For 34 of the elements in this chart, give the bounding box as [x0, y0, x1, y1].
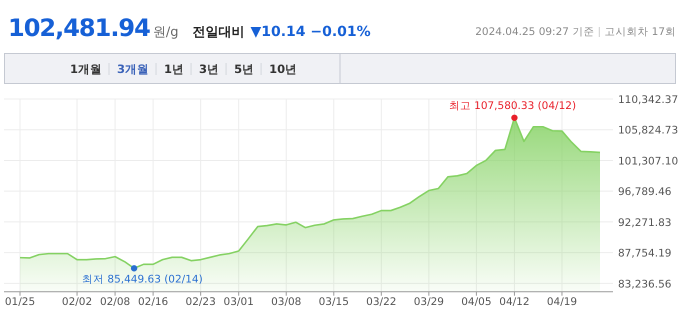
text: 고시회차 17회 — [604, 26, 676, 38]
x-tick-label: 01/25 — [4, 296, 36, 308]
x-tick-label: 02/23 — [186, 296, 216, 308]
x-tick-label: 04/19 — [546, 296, 578, 308]
y-tick-label: 87,754.19 — [618, 248, 672, 260]
y-tick-label: 83,236.56 — [618, 278, 672, 290]
y-tick-label: 101,307.10 — [618, 155, 678, 168]
text: 2024.04.25 09:27 기준 — [475, 26, 594, 38]
x-tick-label: 03/22 — [366, 296, 396, 308]
text: 1년 — [164, 62, 184, 76]
x-tick-label: 03/08 — [271, 296, 302, 308]
text: 3년 — [199, 62, 220, 76]
x-tick-label: 03/15 — [318, 296, 349, 308]
x-tick-label: 03/29 — [414, 296, 444, 308]
x-tick-label: 04/05 — [461, 296, 492, 308]
text: 3개월 — [117, 62, 150, 76]
text: 10년 — [269, 62, 298, 76]
text: 전일대비 — [192, 25, 244, 40]
text: ▼10.14 −0.01% — [250, 24, 371, 40]
x-tick-label: 02/02 — [62, 296, 92, 308]
chart-subtitle: 원/g — [152, 25, 178, 40]
x-tick-label: 04/12 — [499, 296, 530, 308]
y-tick-label: 96,789.46 — [618, 186, 672, 198]
x-tick-label: 02/08 — [100, 296, 130, 308]
y-tick-label: 92,271.83 — [618, 216, 672, 229]
text: 5년 — [234, 62, 254, 76]
y-tick-label: 110,342.37 — [618, 94, 678, 106]
chart-title: 102,481.94 — [8, 14, 150, 42]
annotation: 최저 85,449.63 (02/14) — [82, 273, 203, 286]
x-tick-label: 02/16 — [138, 296, 169, 308]
y-tick-label: 105,824.73 — [618, 124, 678, 137]
annotation: 최고 107,580.33 (04/12) — [448, 100, 576, 112]
text: 1개월 — [70, 62, 102, 76]
x-tick-label: 03/01 — [224, 296, 254, 308]
